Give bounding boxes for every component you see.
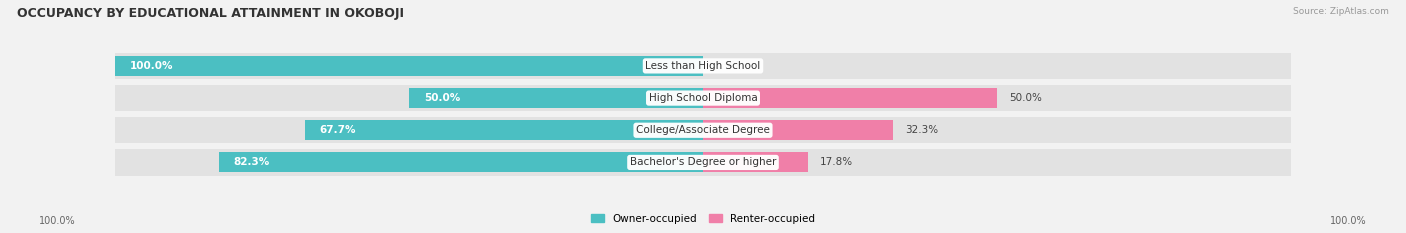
Bar bbox=[703, 53, 1291, 79]
Legend: Owner-occupied, Renter-occupied: Owner-occupied, Renter-occupied bbox=[586, 209, 820, 228]
Text: Less than High School: Less than High School bbox=[645, 61, 761, 71]
Bar bbox=[115, 117, 703, 144]
Text: 0.0%: 0.0% bbox=[714, 61, 741, 71]
Bar bbox=[703, 120, 893, 140]
Bar bbox=[703, 88, 997, 108]
Text: 100.0%: 100.0% bbox=[1330, 216, 1367, 226]
Bar bbox=[115, 85, 703, 111]
Text: OCCUPANCY BY EDUCATIONAL ATTAINMENT IN OKOBOJI: OCCUPANCY BY EDUCATIONAL ATTAINMENT IN O… bbox=[17, 7, 404, 20]
Bar bbox=[219, 152, 703, 172]
Bar bbox=[115, 56, 703, 76]
Text: High School Diploma: High School Diploma bbox=[648, 93, 758, 103]
Text: 67.7%: 67.7% bbox=[319, 125, 356, 135]
Text: 100.0%: 100.0% bbox=[39, 216, 76, 226]
Text: 100.0%: 100.0% bbox=[129, 61, 173, 71]
Bar bbox=[703, 117, 1291, 144]
Bar bbox=[305, 120, 703, 140]
Bar bbox=[703, 149, 1291, 176]
Text: 82.3%: 82.3% bbox=[233, 158, 270, 168]
Bar bbox=[115, 149, 703, 176]
Bar bbox=[703, 152, 807, 172]
Bar bbox=[409, 88, 703, 108]
Text: College/Associate Degree: College/Associate Degree bbox=[636, 125, 770, 135]
Text: 50.0%: 50.0% bbox=[423, 93, 460, 103]
Text: Bachelor's Degree or higher: Bachelor's Degree or higher bbox=[630, 158, 776, 168]
Text: Source: ZipAtlas.com: Source: ZipAtlas.com bbox=[1294, 7, 1389, 16]
Bar bbox=[703, 85, 1291, 111]
Text: 32.3%: 32.3% bbox=[904, 125, 938, 135]
Text: 17.8%: 17.8% bbox=[820, 158, 852, 168]
Text: 50.0%: 50.0% bbox=[1008, 93, 1042, 103]
Bar bbox=[115, 53, 703, 79]
